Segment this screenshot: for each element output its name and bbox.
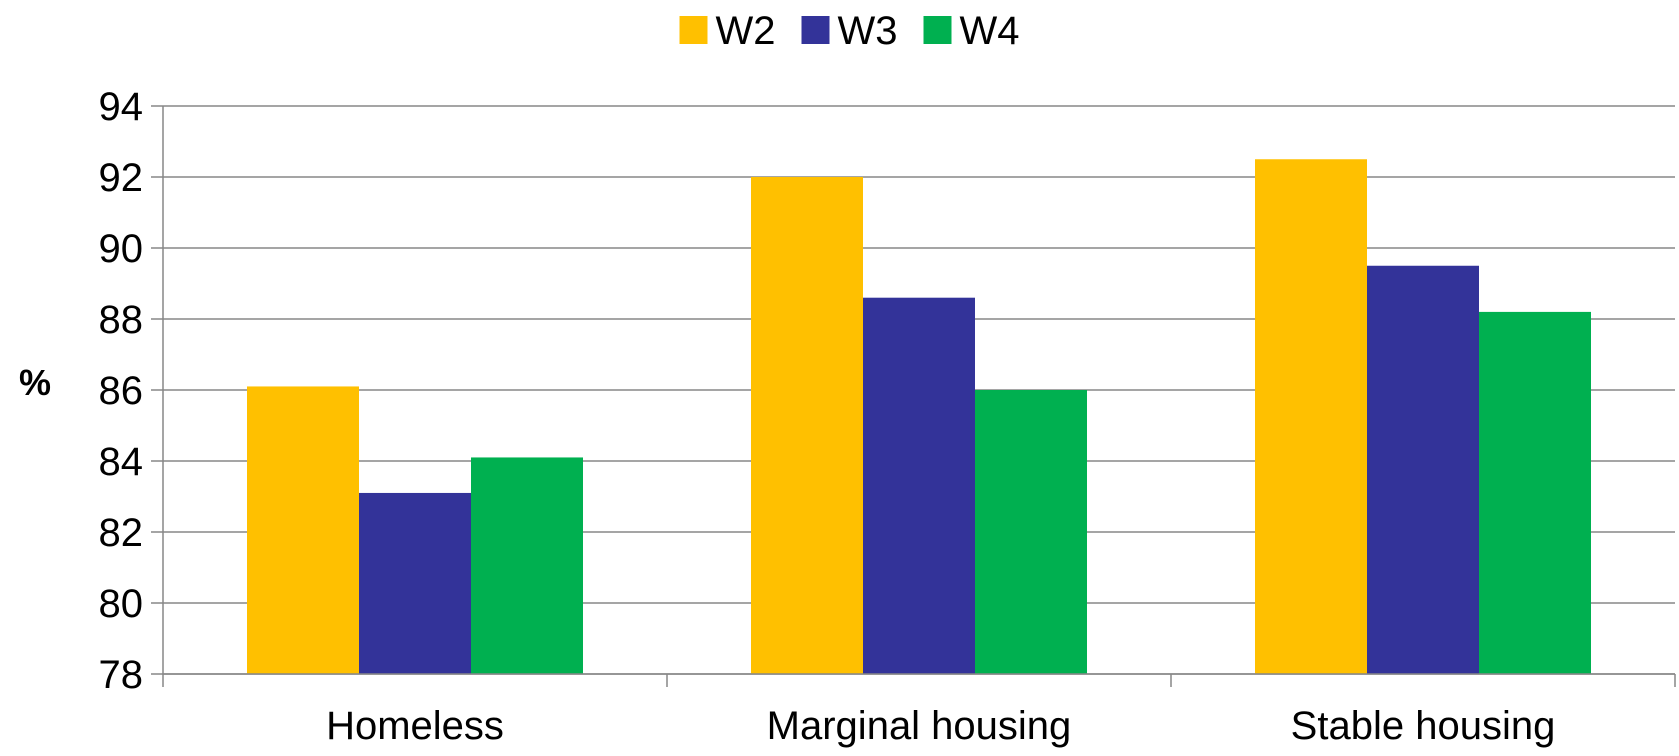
bar-w2-homeless	[247, 386, 359, 674]
x-category-label: Stable housing	[1291, 704, 1556, 748]
legend-label: W2	[716, 9, 776, 53]
legend: W2 W3 W4	[679, 9, 1020, 53]
x-category-label: Homeless	[326, 704, 504, 748]
y-tick-label: 94	[99, 85, 144, 129]
y-tick-label: 90	[99, 227, 144, 271]
bar-w2-marginal-housing	[751, 177, 863, 674]
legend-item-w2: W2	[679, 9, 776, 53]
legend-swatch	[923, 16, 952, 44]
y-tick-label: 88	[99, 298, 144, 342]
y-tick-label: 78	[99, 653, 144, 697]
y-tick-label: 82	[99, 511, 144, 555]
y-axis-ticks: 78 80 82 84 86 88 90 92 94	[99, 85, 144, 697]
legend-swatch	[679, 16, 708, 44]
y-tick-label: 80	[99, 582, 144, 626]
y-tick-label: 86	[99, 369, 144, 413]
bar-w4-stable-housing	[1479, 311, 1591, 674]
bars	[247, 159, 1591, 674]
bar-w4-homeless	[471, 457, 583, 674]
legend-item-w3: W3	[801, 9, 898, 53]
legend-label: W3	[838, 9, 898, 53]
bar-w3-homeless	[359, 492, 471, 674]
x-axis: Homeless Marginal housing Stable housing	[162, 106, 1676, 748]
bar-w3-stable-housing	[1367, 265, 1479, 674]
legend-label: W4	[960, 9, 1020, 53]
x-category-label: Marginal housing	[767, 704, 1072, 748]
y-tick-label: 84	[99, 440, 144, 484]
bar-w2-stable-housing	[1255, 159, 1367, 674]
legend-item-w4: W4	[923, 9, 1020, 53]
y-axis-label: %	[19, 362, 51, 403]
y-tick-label: 92	[99, 156, 144, 200]
legend-swatch	[801, 16, 830, 44]
bar-w4-marginal-housing	[975, 390, 1087, 674]
bar-w3-marginal-housing	[863, 297, 975, 674]
